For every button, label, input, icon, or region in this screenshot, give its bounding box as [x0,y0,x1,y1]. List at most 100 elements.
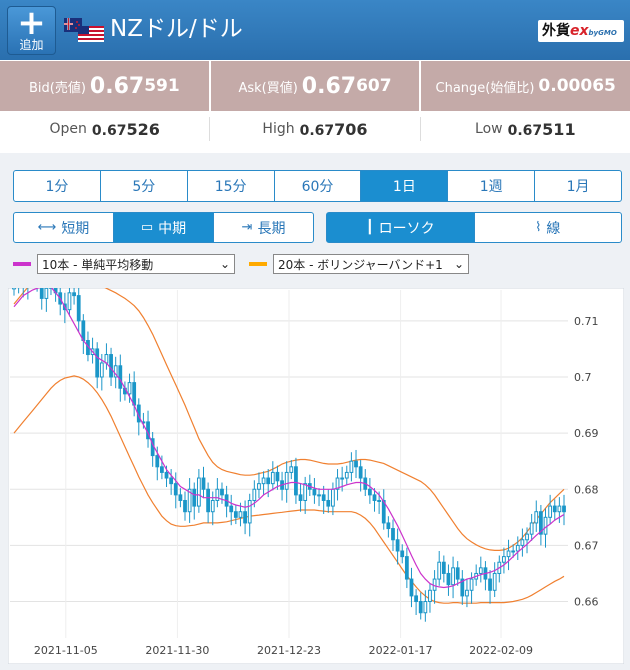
candle-body [39,282,44,299]
candle-body [331,488,335,507]
compress-arrows-icon: ⇥ [241,220,253,235]
candle-body [423,601,428,614]
candle-body [247,499,252,524]
candle-body [557,505,562,513]
candle-body [294,466,298,496]
us-flag-icon [78,26,104,42]
candle-body [243,511,247,524]
candle-body [326,499,331,507]
candle-body [160,466,164,473]
candle-body [488,578,492,591]
plus-icon: + [17,3,46,43]
candle-body [529,522,534,535]
ask-value-minor: 607 [356,76,392,96]
candle-body [164,471,169,479]
bb-color-swatch [249,262,267,266]
timeframe-1week[interactable]: 1週 [448,171,536,201]
moving-average-line [13,286,565,589]
candle-body [312,488,317,496]
candle-body [455,567,460,580]
open-value: 0.67526 [91,119,160,139]
bid-label: Bid(売値) [28,80,86,96]
candle-body [229,505,234,513]
candle-body [113,365,118,378]
candle-body [538,511,543,535]
timeframe-15min[interactable]: 15分 [188,171,275,201]
timeframe-5min[interactable]: 5分 [101,171,188,201]
chart-type-candle[interactable]: ┃ ローソク [327,213,475,242]
timeframe-1min[interactable]: 1分 [14,171,101,201]
candle-body [252,488,257,501]
candle-body [220,488,224,496]
window-icon: ▭ [140,220,154,235]
candle-body [109,354,113,378]
timeframe-60min[interactable]: 60分 [275,171,362,201]
candle-body [400,550,405,558]
candle-body [492,572,497,591]
ask-label: Ask(買値) [238,80,298,96]
change-quote: Change(始値比) 0.00065 [421,61,630,111]
nz-flag-icon [64,18,82,32]
timeframe-tabs: 1分 5分 15分 60分 1日 1週 1月 [13,170,622,202]
x-tick-label: 2022-01-17 [369,644,433,657]
bollinger-upper-line [13,275,565,551]
candle-body [358,466,363,479]
candle-body [275,471,280,482]
candle-body [233,511,238,518]
candlestick-icon: ┃ [365,220,374,235]
period-medium[interactable]: ▭ 中期 [114,213,214,242]
candle-body [335,477,340,490]
candle-body [395,539,400,552]
x-tick-label: 2022-02-09 [469,644,533,657]
candle-body [72,292,76,297]
candle-body [377,499,382,502]
timeframe-1month[interactable]: 1月 [566,179,590,195]
candle-body [67,292,72,311]
chart-type-line[interactable]: ⌇ 線 [535,220,561,237]
candle-body [298,494,303,501]
open-label: Open [49,121,87,137]
period-segment: ⟷ 短期 ▭ 中期 ⇥ 長期 [13,212,314,243]
high-cell: High 0.67706 [210,117,421,141]
candle-body [12,283,16,290]
candle-body [118,365,123,389]
low-cell: Low 0.67511 [421,117,630,141]
candle-body [104,354,109,364]
bb-select[interactable]: 20本 - ボリンジャーバンド+1 ⌄ [273,254,469,274]
price-chart[interactable]: 0.71 0.7 0.69 0.68 0.67 0.66 2021-11-05 2021-11… [7,264,625,665]
candle-body [321,494,326,501]
candle-body [437,561,442,580]
add-button[interactable]: + 追加 [7,6,56,55]
candle-body [95,348,100,378]
candle-body [534,511,539,524]
add-button-label: 追加 [19,38,44,52]
candle-body [210,499,215,513]
candle-body [196,477,201,507]
candle-body [192,488,197,507]
ask-value-major: 0.67 [301,73,357,99]
ma-color-swatch [13,262,31,266]
candle-body [76,295,81,322]
period-long[interactable]: ⇥ 長期 [241,220,286,237]
y-tick-label: 0.68 [574,483,599,496]
change-value: 0.00065 [538,76,616,96]
price-chart-svg: 0.71 0.7 0.69 0.68 0.67 0.66 2021-11-05 2021-11… [7,264,625,665]
candle-body [548,505,553,518]
expand-arrows-icon: ⟷ [37,220,57,235]
chevron-down-icon: ⌄ [453,257,464,271]
candle-body [409,578,414,597]
bb-indicator: 20本 - ボリンジャーバンド+1 ⌄ [249,254,469,274]
ma-indicator: 10本 - 単純平均移動 ⌄ [13,254,235,274]
candle-body [344,471,349,479]
chevron-down-icon: ⌄ [219,257,230,271]
ma-select[interactable]: 10本 - 単純平均移動 ⌄ [37,254,235,274]
candle-body [543,516,548,535]
candle-body [238,511,243,518]
timeframe-1day[interactable]: 1日 [361,171,449,201]
period-short[interactable]: ⟷ 短期 [14,213,114,242]
quote-bar: Bid(売値) 0.67 591 Ask(買値) 0.67 607 Change(始… [0,61,630,111]
candle-body [127,382,132,395]
candle-body [201,477,206,490]
candle-body [515,544,520,552]
chart-background [7,287,625,665]
